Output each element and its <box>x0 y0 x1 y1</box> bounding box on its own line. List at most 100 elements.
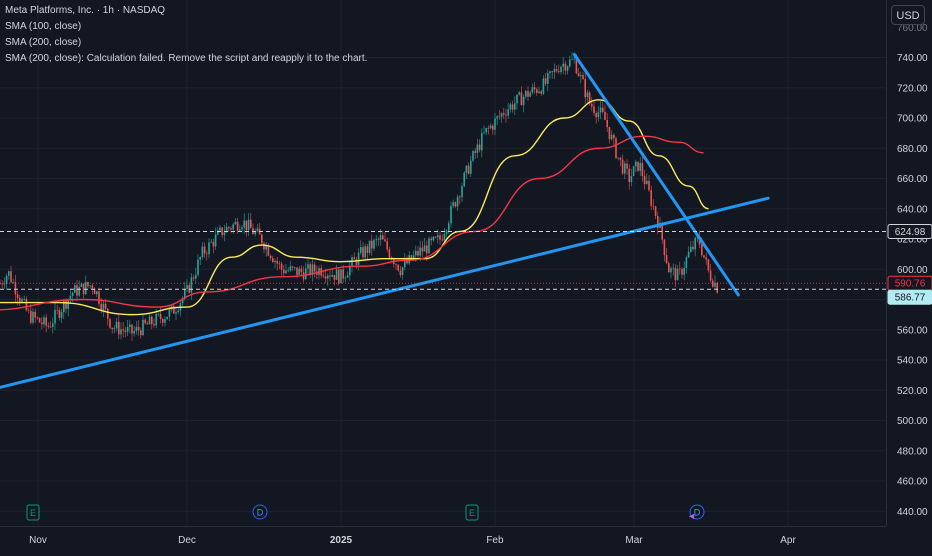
price-tick-label: 600.00 <box>897 265 928 276</box>
candle-body <box>492 125 494 130</box>
candle-body <box>151 316 153 325</box>
candle-body <box>624 163 626 174</box>
candle-body <box>30 310 32 323</box>
candle-body <box>219 227 221 231</box>
candle-body <box>87 281 89 287</box>
candle-body <box>613 134 615 139</box>
candle-body <box>487 127 490 129</box>
candle-body <box>111 327 113 330</box>
candle-body <box>366 246 369 253</box>
candle-body <box>465 165 468 173</box>
price-tick-label: 660.00 <box>897 174 928 185</box>
candle-body <box>212 241 215 247</box>
candle-body <box>382 235 384 240</box>
dividend-icon <box>689 504 705 520</box>
candle-body <box>573 58 575 60</box>
candle-body <box>164 319 166 323</box>
candle-body <box>122 329 124 331</box>
candle-body <box>481 133 483 151</box>
candle-body <box>278 263 281 265</box>
candle-body <box>129 324 131 327</box>
candle-body <box>38 317 41 323</box>
candle-body <box>657 215 659 229</box>
candle-body <box>375 239 377 241</box>
candle-body <box>430 238 432 241</box>
candle-body <box>69 295 72 300</box>
candle-body <box>58 310 61 318</box>
candle-body <box>668 263 670 273</box>
candle-body <box>434 236 437 238</box>
symbol-title[interactable]: Meta Platforms, Inc. · 1h · NASDAQ <box>5 5 166 16</box>
candle-body <box>542 78 545 94</box>
candle-body <box>714 282 716 287</box>
candle-body <box>450 205 452 224</box>
candle-body <box>716 282 718 293</box>
candle-body <box>646 180 648 185</box>
candle-body <box>155 313 157 326</box>
candle-body <box>626 163 628 169</box>
indicator-sma200[interactable]: SMA (200, close) <box>5 37 82 48</box>
candle-body <box>269 255 272 259</box>
candle-body <box>305 268 307 280</box>
candle-body <box>483 132 485 134</box>
candle-body <box>412 255 415 260</box>
candle-body <box>327 275 329 279</box>
candle-body <box>362 247 364 258</box>
level-price-badge-text: 624.98 <box>895 227 926 238</box>
indicator-sma100[interactable]: SMA (100, close) <box>5 21 82 32</box>
candle-body <box>379 235 382 240</box>
price-scale[interactable]: 760.00 740.00 720.00 700.00 680.00 660.00 640.… <box>887 0 932 526</box>
candle-body <box>423 245 426 252</box>
indicator-error[interactable]: SMA (200, close): Calculation failed. Re… <box>5 53 368 64</box>
candle-body <box>153 324 155 326</box>
candle-body <box>360 247 362 253</box>
candle-body <box>586 92 589 98</box>
candle-body <box>27 310 30 311</box>
candle-body <box>254 231 256 235</box>
price-axis[interactable]: 760.00 740.00 720.00 700.00 680.00 660.00 640.… <box>886 0 932 526</box>
candle-body <box>681 268 683 275</box>
candle-body <box>206 253 208 255</box>
currency-button[interactable]: USD <box>891 5 925 25</box>
time-axis[interactable]: Nov Dec 2025 Feb Mar Apr <box>0 526 886 551</box>
candle-body <box>346 275 349 278</box>
candle-body <box>547 73 549 84</box>
price-chart[interactable]: E D E D◄ <box>0 0 886 526</box>
candle-body <box>25 299 28 311</box>
candle-body <box>384 239 386 242</box>
candle-body <box>243 220 245 228</box>
candle-body <box>159 313 162 319</box>
candle-body <box>525 90 527 97</box>
candle-body <box>344 277 347 279</box>
candle-body <box>67 299 69 309</box>
time-scale[interactable]: Nov Dec 2025 Feb Mar Apr <box>0 527 886 551</box>
price-tick-label: 640.00 <box>897 204 928 215</box>
candle-body <box>142 319 144 336</box>
price-tick-label: 440.00 <box>897 507 928 518</box>
candle-body <box>225 227 228 233</box>
candle-body <box>115 321 118 329</box>
chart-area[interactable]: E D E D ◄ Meta Platforms, Inc. · 1h · NASDAQ… <box>0 0 886 526</box>
candle-body <box>324 276 327 279</box>
candle-body <box>162 318 164 323</box>
candle-body <box>470 160 472 174</box>
candle-body <box>701 244 703 256</box>
candle-body <box>443 234 446 241</box>
candle-body <box>703 255 705 258</box>
chart-legend: Meta Platforms, Inc. · 1h · NASDAQ SMA (… <box>5 3 367 67</box>
candle-body <box>428 238 430 254</box>
price-tick-label: 720.00 <box>897 83 928 94</box>
candle-body <box>14 282 17 295</box>
candle-body <box>214 234 217 247</box>
price-tick-label: 460.00 <box>897 477 928 488</box>
candle-body <box>522 96 525 106</box>
candle-body <box>536 89 538 93</box>
candle-body <box>236 221 239 231</box>
dividend-marker-label: D <box>257 508 264 518</box>
candle-body <box>610 134 613 140</box>
candle-body <box>261 234 263 244</box>
candle-body <box>96 291 98 295</box>
candle-body <box>340 269 342 284</box>
candle-body <box>676 268 679 281</box>
time-tick-label: 2025 <box>330 535 353 546</box>
